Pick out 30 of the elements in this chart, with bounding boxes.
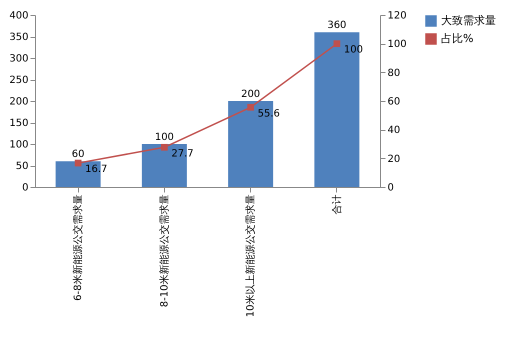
y2-tick-label: 120 [388, 10, 407, 22]
y2-tick-label: 100 [388, 39, 407, 50]
data-label: 60 [72, 149, 84, 160]
y2-tick-label: 0 [388, 182, 394, 194]
y-tick-label: 100 [9, 140, 28, 150]
data-label: 100 [154, 132, 174, 143]
y-tick-label: 200 [9, 96, 28, 108]
y-tick-label: 250 [9, 75, 28, 86]
y2-tick-label: 20 [388, 154, 400, 165]
point [334, 40, 340, 48]
y-tick-label: 350 [9, 32, 28, 43]
data-label: 360 [327, 20, 346, 32]
y2-tick-label: 80 [388, 68, 400, 79]
x-tick-label: 8-10米新能源公交需求量 [158, 194, 170, 308]
x-tick-label: 6-8米新能源公交需求量 [72, 194, 84, 301]
x-tick-label: 合计 [330, 194, 343, 214]
point [161, 144, 168, 151]
point [247, 104, 254, 111]
y-tick-label: 300 [9, 54, 28, 64]
y-tick-label: 0 [22, 182, 28, 194]
point [74, 160, 82, 166]
y2-tick-label: 60 [388, 96, 400, 108]
y-tick-label: 150 [9, 118, 28, 129]
y-tick-label: 400 [9, 10, 28, 22]
x-tick-label: 10米以上新能源公交需求量 [244, 194, 257, 318]
y2-tick-label: 40 [388, 125, 400, 136]
legend-label: 占比% [441, 32, 474, 45]
data-label: 200 [241, 89, 260, 100]
y-tick-label: 50 [16, 161, 28, 172]
legend-label: 大致需求量 [441, 14, 496, 27]
